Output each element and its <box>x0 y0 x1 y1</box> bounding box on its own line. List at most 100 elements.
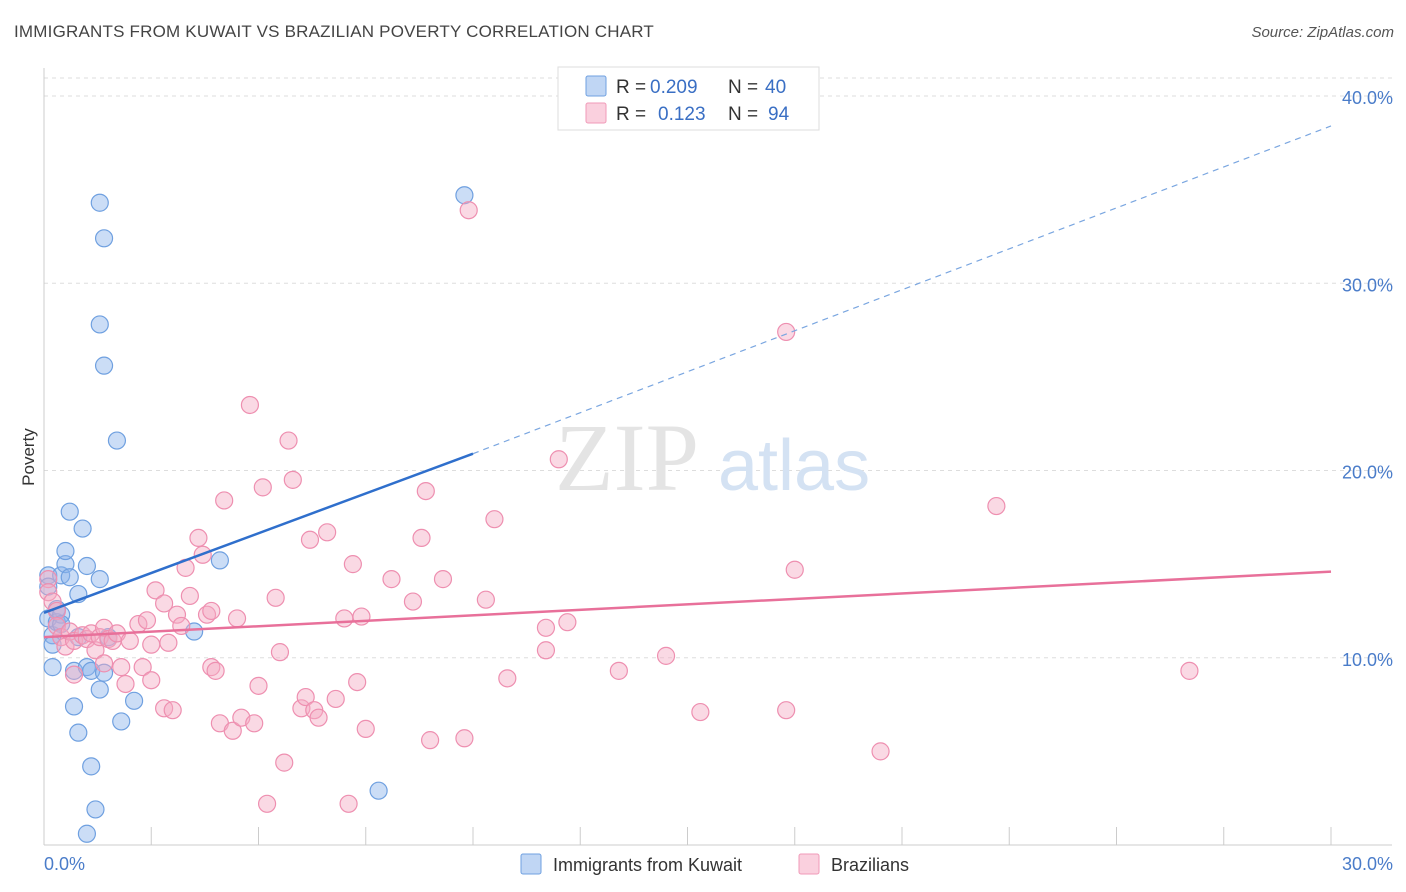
point-brazilians <box>343 555 362 574</box>
point-brazilians <box>987 496 1006 516</box>
point-brazilians <box>536 641 556 660</box>
point-brazilians <box>206 661 225 680</box>
point-brazilians <box>270 643 290 662</box>
legend-n-value-brazilians: 94 <box>768 104 790 125</box>
point-brazilians <box>112 658 131 677</box>
point-kuwait <box>90 680 109 699</box>
point-brazilians <box>549 450 568 469</box>
legend-n-label-brazilians: N = <box>728 104 758 125</box>
point-kuwait <box>39 577 58 596</box>
point-brazilians <box>172 616 191 636</box>
point-brazilians <box>64 665 84 684</box>
point-kuwait <box>90 315 109 334</box>
point-brazilians <box>416 481 435 501</box>
bottom-legend-swatch-kuwait <box>520 853 542 875</box>
point-brazilians <box>279 431 298 450</box>
point-kuwait <box>90 193 109 212</box>
point-kuwait <box>94 229 114 248</box>
legend-r-label-kuwait: R = <box>616 77 646 98</box>
point-brazilians <box>558 613 577 632</box>
point-brazilians <box>536 618 556 637</box>
point-brazilians <box>335 609 354 628</box>
point-kuwait <box>455 186 474 205</box>
point-brazilians <box>120 631 139 650</box>
point-brazilians <box>155 594 174 613</box>
point-kuwait <box>94 663 114 682</box>
point-brazilians <box>253 478 272 497</box>
watermark-zip: ZIP <box>555 404 699 511</box>
point-brazilians <box>382 570 401 589</box>
point-kuwait <box>60 502 79 521</box>
point-brazilians <box>433 570 453 589</box>
y-axis-label: Poverty <box>19 428 38 486</box>
point-brazilians <box>498 669 517 688</box>
point-brazilians <box>356 719 375 739</box>
legend-r-value-brazilians: 0.123 <box>658 104 706 125</box>
point-brazilians <box>300 530 320 549</box>
bottom-legend: Immigrants from Kuwait Brazilians <box>520 853 909 875</box>
legend-swatch-brazilians <box>585 102 607 124</box>
point-kuwait <box>43 658 62 677</box>
point-brazilians <box>455 729 474 748</box>
grid <box>44 77 1392 659</box>
trend-line-kuwait-extrapolated <box>472 125 1332 455</box>
point-kuwait <box>107 431 127 450</box>
point-brazilians <box>94 654 114 673</box>
point-brazilians <box>116 674 135 694</box>
point-brazilians <box>240 395 260 415</box>
point-brazilians <box>656 646 676 665</box>
y-tick-label: 20.0% <box>1342 463 1393 483</box>
point-brazilians <box>257 794 277 813</box>
point-brazilians <box>227 609 247 628</box>
point-kuwait <box>94 356 114 375</box>
point-brazilians <box>39 583 58 602</box>
point-brazilians <box>223 721 242 740</box>
point-brazilians <box>202 601 221 621</box>
point-brazilians <box>485 510 504 529</box>
point-kuwait <box>369 781 388 800</box>
point-brazilians <box>403 592 423 611</box>
point-brazilians <box>142 635 161 654</box>
trend-line-kuwait <box>43 452 474 614</box>
scatter-points <box>39 186 1199 843</box>
chart-title: IMMIGRANTS FROM KUWAIT VS BRAZILIAN POVE… <box>14 22 655 41</box>
point-brazilians <box>412 528 431 548</box>
point-brazilians <box>326 689 345 709</box>
point-brazilians <box>163 701 182 720</box>
point-brazilians <box>283 470 302 489</box>
point-kuwait <box>77 556 97 576</box>
point-kuwait <box>112 712 131 731</box>
point-kuwait <box>64 697 84 716</box>
point-kuwait <box>77 824 97 843</box>
point-brazilians <box>348 672 367 692</box>
point-brazilians <box>142 671 161 690</box>
legend-n-label-kuwait: N = <box>728 77 758 98</box>
y-tick-label: 30.0% <box>1342 275 1393 295</box>
y-tick-label: 40.0% <box>1342 88 1393 108</box>
point-brazilians <box>459 201 478 220</box>
point-brazilians <box>245 714 264 733</box>
point-brazilians <box>167 605 187 624</box>
point-brazilians <box>275 753 294 772</box>
point-kuwait <box>124 691 144 710</box>
point-kuwait <box>210 551 229 570</box>
point-kuwait <box>60 568 79 587</box>
point-brazilians <box>318 523 337 542</box>
point-brazilians <box>691 702 710 722</box>
axes <box>43 68 1392 846</box>
point-brazilians <box>189 528 208 548</box>
trend-lines <box>43 125 1332 639</box>
point-brazilians <box>421 731 440 750</box>
point-brazilians <box>785 560 804 579</box>
point-brazilians <box>476 590 495 609</box>
legend-n-value-kuwait: 40 <box>765 77 786 98</box>
point-brazilians <box>159 633 178 652</box>
y-tick-labels: 10.0% 20.0% 30.0% 40.0% <box>1342 88 1393 670</box>
bottom-legend-label-kuwait: Immigrants from Kuwait <box>553 855 742 875</box>
point-kuwait <box>86 800 105 819</box>
legend-r-value-kuwait: 0.209 <box>650 77 698 98</box>
y-tick-label: 10.0% <box>1342 650 1393 670</box>
point-brazilians <box>296 687 315 707</box>
point-brazilians <box>1180 661 1199 680</box>
point-brazilians <box>146 581 165 600</box>
